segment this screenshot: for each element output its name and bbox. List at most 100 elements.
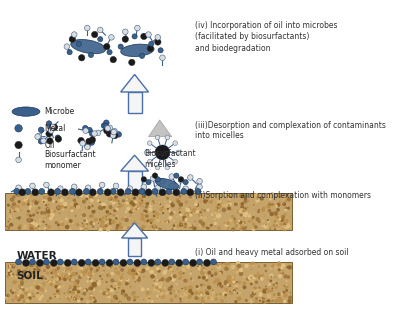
Circle shape: [70, 296, 72, 298]
Circle shape: [159, 189, 166, 196]
Circle shape: [26, 276, 30, 280]
Circle shape: [90, 264, 91, 265]
Circle shape: [168, 221, 170, 223]
Circle shape: [224, 294, 227, 296]
Circle shape: [99, 206, 103, 210]
Circle shape: [240, 208, 243, 211]
Circle shape: [252, 227, 256, 231]
Circle shape: [48, 197, 52, 202]
Circle shape: [284, 286, 288, 289]
Circle shape: [178, 271, 183, 276]
Circle shape: [286, 275, 290, 279]
Circle shape: [189, 198, 191, 200]
Circle shape: [289, 228, 290, 229]
Circle shape: [105, 222, 107, 224]
Circle shape: [46, 224, 47, 226]
Circle shape: [8, 264, 10, 265]
Circle shape: [108, 205, 112, 209]
Circle shape: [195, 188, 201, 194]
Circle shape: [115, 199, 118, 202]
Circle shape: [150, 222, 152, 224]
Circle shape: [224, 280, 228, 284]
Circle shape: [125, 282, 128, 285]
Circle shape: [63, 269, 64, 271]
Circle shape: [183, 286, 188, 291]
Circle shape: [217, 204, 222, 208]
Circle shape: [35, 275, 36, 276]
Circle shape: [136, 205, 137, 207]
Circle shape: [248, 276, 252, 280]
Circle shape: [116, 132, 122, 137]
Circle shape: [224, 297, 226, 298]
Circle shape: [47, 195, 51, 199]
Circle shape: [229, 218, 232, 222]
Circle shape: [66, 263, 67, 264]
Circle shape: [80, 227, 82, 230]
Circle shape: [27, 200, 30, 203]
Circle shape: [191, 294, 193, 295]
Circle shape: [84, 219, 86, 222]
Circle shape: [160, 204, 161, 205]
Circle shape: [165, 278, 170, 282]
Circle shape: [251, 218, 254, 221]
Circle shape: [32, 263, 35, 266]
Circle shape: [133, 204, 135, 205]
Circle shape: [190, 272, 192, 275]
Circle shape: [9, 215, 12, 218]
Circle shape: [205, 278, 208, 282]
Circle shape: [90, 197, 93, 200]
Circle shape: [16, 289, 18, 290]
Circle shape: [18, 290, 22, 294]
Circle shape: [246, 277, 249, 281]
Circle shape: [32, 213, 35, 216]
Circle shape: [56, 291, 61, 295]
Circle shape: [101, 204, 104, 208]
Circle shape: [153, 274, 156, 277]
Circle shape: [187, 295, 192, 299]
Circle shape: [214, 272, 217, 276]
Circle shape: [68, 212, 69, 213]
Circle shape: [81, 276, 82, 277]
Circle shape: [18, 264, 20, 266]
Circle shape: [46, 299, 50, 302]
Circle shape: [152, 278, 154, 280]
Text: Biosurfactant
monomer: Biosurfactant monomer: [44, 150, 96, 170]
Circle shape: [71, 205, 74, 208]
Circle shape: [122, 29, 128, 34]
Circle shape: [207, 297, 210, 300]
Circle shape: [107, 125, 112, 131]
Circle shape: [42, 216, 43, 217]
Circle shape: [27, 210, 30, 213]
Circle shape: [218, 206, 220, 209]
Circle shape: [189, 291, 190, 292]
Circle shape: [236, 287, 237, 289]
Circle shape: [52, 269, 56, 273]
Circle shape: [140, 197, 143, 200]
Circle shape: [173, 211, 176, 213]
Circle shape: [218, 282, 222, 285]
Circle shape: [43, 211, 46, 214]
Circle shape: [283, 228, 287, 231]
Circle shape: [75, 189, 82, 196]
Circle shape: [148, 200, 149, 201]
Circle shape: [270, 291, 272, 292]
Circle shape: [92, 131, 97, 136]
Circle shape: [209, 199, 211, 201]
Circle shape: [226, 262, 229, 265]
Circle shape: [67, 291, 69, 294]
Circle shape: [252, 276, 256, 279]
Circle shape: [141, 269, 146, 273]
Circle shape: [238, 291, 242, 295]
Circle shape: [78, 267, 80, 270]
Circle shape: [103, 219, 106, 222]
Circle shape: [169, 292, 172, 295]
Circle shape: [221, 288, 222, 289]
Circle shape: [130, 215, 132, 216]
Circle shape: [14, 188, 20, 194]
Circle shape: [78, 137, 84, 144]
Circle shape: [100, 280, 101, 281]
Circle shape: [218, 285, 220, 287]
Circle shape: [176, 150, 180, 155]
Circle shape: [106, 292, 108, 293]
Circle shape: [38, 295, 42, 300]
